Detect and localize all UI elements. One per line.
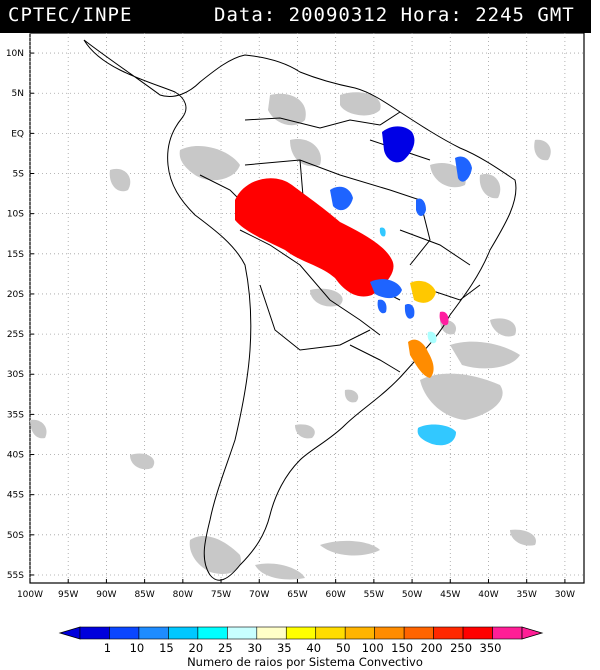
- colorbar-segment: [433, 626, 464, 640]
- colorbar-right-arrow: [521, 626, 544, 640]
- colorbar-label: 20: [189, 641, 204, 655]
- storm-blue-southeast: [370, 279, 402, 299]
- lon-label: 55W: [364, 590, 384, 600]
- lon-label: 70W: [249, 590, 269, 600]
- lat-label: 40S: [7, 451, 24, 461]
- lat-label: 35S: [7, 410, 24, 420]
- lon-label: 40W: [478, 590, 498, 600]
- colorbar-label: 150: [391, 641, 413, 655]
- lon-label: 50W: [402, 590, 422, 600]
- colorbar-segment: [168, 626, 199, 640]
- storm-orange-south: [408, 339, 434, 378]
- lon-label: 30W: [555, 590, 575, 600]
- lat-label: EQ: [11, 129, 24, 139]
- cloud-cover: [30, 92, 551, 580]
- lon-label: 80W: [173, 590, 193, 600]
- storm-cyan-small: [427, 331, 437, 344]
- lon-label: 65W: [287, 590, 307, 600]
- lat-label: 10N: [6, 49, 24, 59]
- colorbar-caption: Numero de raios por Sistema Convectivo: [187, 655, 423, 669]
- colorbar-label: 10: [130, 641, 145, 655]
- lat-label: 10S: [7, 210, 24, 220]
- colorbar-segment: [462, 626, 493, 640]
- lon-label: 60W: [325, 590, 345, 600]
- colorbar-label: 40: [306, 641, 321, 655]
- lon-label: 100W: [17, 590, 43, 600]
- storm-magenta-coast: [439, 311, 449, 326]
- colorbar-segment: [197, 626, 228, 640]
- colorbar-segment: [403, 626, 434, 640]
- lat-label: 25S: [7, 330, 24, 340]
- storm-blue-center: [330, 186, 353, 211]
- latitude-labels: 10N 5N EQ 5S 10S 15S 20S 25S 30S 35S 40S 45S 50S 55S: [6, 49, 34, 581]
- colorbar-label: 250: [450, 641, 472, 655]
- storm-clusters: [235, 126, 472, 446]
- storm-blue-center-2: [416, 198, 426, 216]
- lon-label: 35W: [517, 590, 537, 600]
- colorbar-label: 35: [277, 641, 292, 655]
- colorbar-label: 350: [480, 641, 502, 655]
- lat-label: 50S: [7, 531, 24, 541]
- storm-cyan-ocean: [417, 424, 456, 446]
- storm-yellow-southeast: [410, 280, 436, 303]
- colorbar-segment: [285, 626, 317, 640]
- colorbar-segment: [315, 626, 346, 640]
- colorbar-label: 1: [104, 641, 111, 655]
- storm-cyan-center: [379, 227, 386, 237]
- lon-label: 90W: [96, 590, 116, 600]
- map-frame: [29, 32, 585, 584]
- lon-label: 45W: [440, 590, 460, 600]
- colorbar-segment: [138, 626, 169, 640]
- lat-label: 20S: [7, 290, 24, 300]
- colorbar-segment: [344, 626, 375, 640]
- colorbar-label: 15: [159, 641, 174, 655]
- colorbar-label: 100: [362, 641, 384, 655]
- datetime-label: Data: 20090312 Hora: 2245 GMT: [214, 4, 575, 26]
- longitude-labels: 100W 95W 90W 85W 80W 75W 70W 65W 60W 55W 50W 45W 40W…: [17, 579, 575, 600]
- title-bar: CPTEC/INPE Data: 20090312 Hora: 2245 GMT: [0, 0, 591, 33]
- lon-label: 95W: [58, 590, 78, 600]
- colorbar-segment: [256, 626, 287, 640]
- lat-label: 5S: [13, 170, 25, 180]
- colorbar-label: 50: [336, 641, 351, 655]
- lon-label: 75W: [211, 590, 231, 600]
- lat-label: 45S: [7, 491, 24, 501]
- colorbar-labels: 1 10 15 20 25 30 35 40 50 100 150 200 250 350: [104, 641, 502, 655]
- lat-label: 30S: [7, 370, 24, 380]
- colorbar-segment: [227, 626, 258, 640]
- source-label: CPTEC/INPE: [8, 4, 133, 26]
- colorbar-label: 200: [421, 641, 443, 655]
- lat-label: 15S: [7, 250, 24, 260]
- storm-dark-blue-north: [382, 126, 415, 163]
- storm-blue-south-2: [404, 304, 415, 319]
- colorbar-segment: [492, 626, 523, 640]
- colorbar-segment: [374, 626, 405, 640]
- storm-blue-south-3: [377, 299, 387, 314]
- colorbar-label: 25: [218, 641, 233, 655]
- colorbar-segment: [109, 626, 140, 640]
- colorbar-label: 30: [247, 641, 262, 655]
- lat-label: 5N: [12, 89, 24, 99]
- storm-red-cluster: [235, 178, 394, 297]
- lon-label: 85W: [134, 590, 154, 600]
- storm-blue-northeast: [455, 156, 472, 182]
- lat-label: 55S: [7, 571, 24, 581]
- colorbar: [58, 626, 544, 640]
- colorbar-left-arrow: [58, 626, 81, 640]
- colorbar-segment: [79, 626, 110, 640]
